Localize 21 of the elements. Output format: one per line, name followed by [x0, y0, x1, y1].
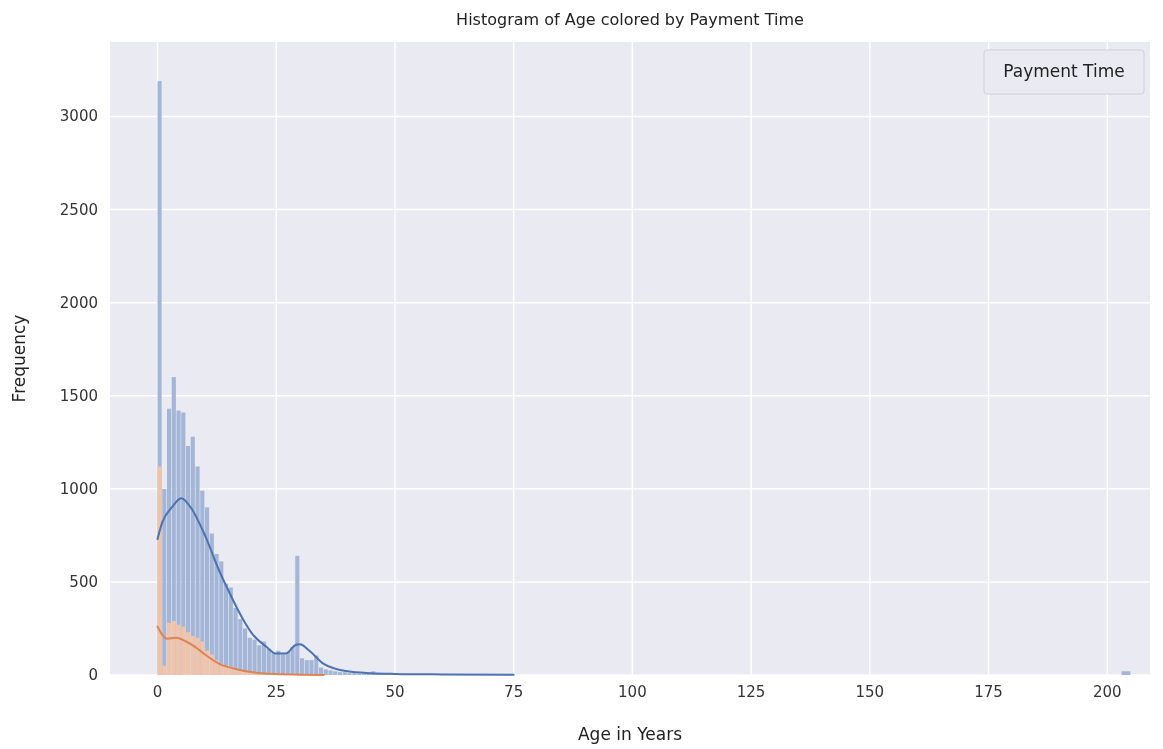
y-tick-label: 500 [69, 572, 98, 591]
x-tick-label: 0 [152, 683, 163, 701]
x-tick-label: 50 [385, 683, 405, 701]
x-tick-label: 100 [618, 683, 647, 701]
x-tick-label: 25 [266, 683, 286, 701]
y-tick-label: 0 [88, 666, 98, 684]
x-tick-label: 175 [974, 683, 1003, 701]
y-tick-label: 1000 [59, 479, 98, 498]
legend-title: Payment Time [1003, 61, 1125, 81]
y-tick-label: 3000 [59, 107, 98, 126]
x-axis-title: Age in Years [577, 724, 683, 744]
x-tick-label: 75 [504, 683, 524, 701]
x-tick-label: 200 [1092, 683, 1122, 701]
x-tick-label: 125 [736, 683, 766, 701]
chart-title: Histogram of Age colored by Payment Time [456, 10, 804, 29]
y-tick-label: 1500 [59, 386, 98, 405]
y-tick-label: 2500 [59, 200, 98, 219]
line-series [156, 497, 515, 676]
y-axis-title: Frequency [9, 314, 29, 403]
x-tick-label: 150 [855, 683, 885, 701]
y-tick-label: 2000 [59, 293, 98, 312]
